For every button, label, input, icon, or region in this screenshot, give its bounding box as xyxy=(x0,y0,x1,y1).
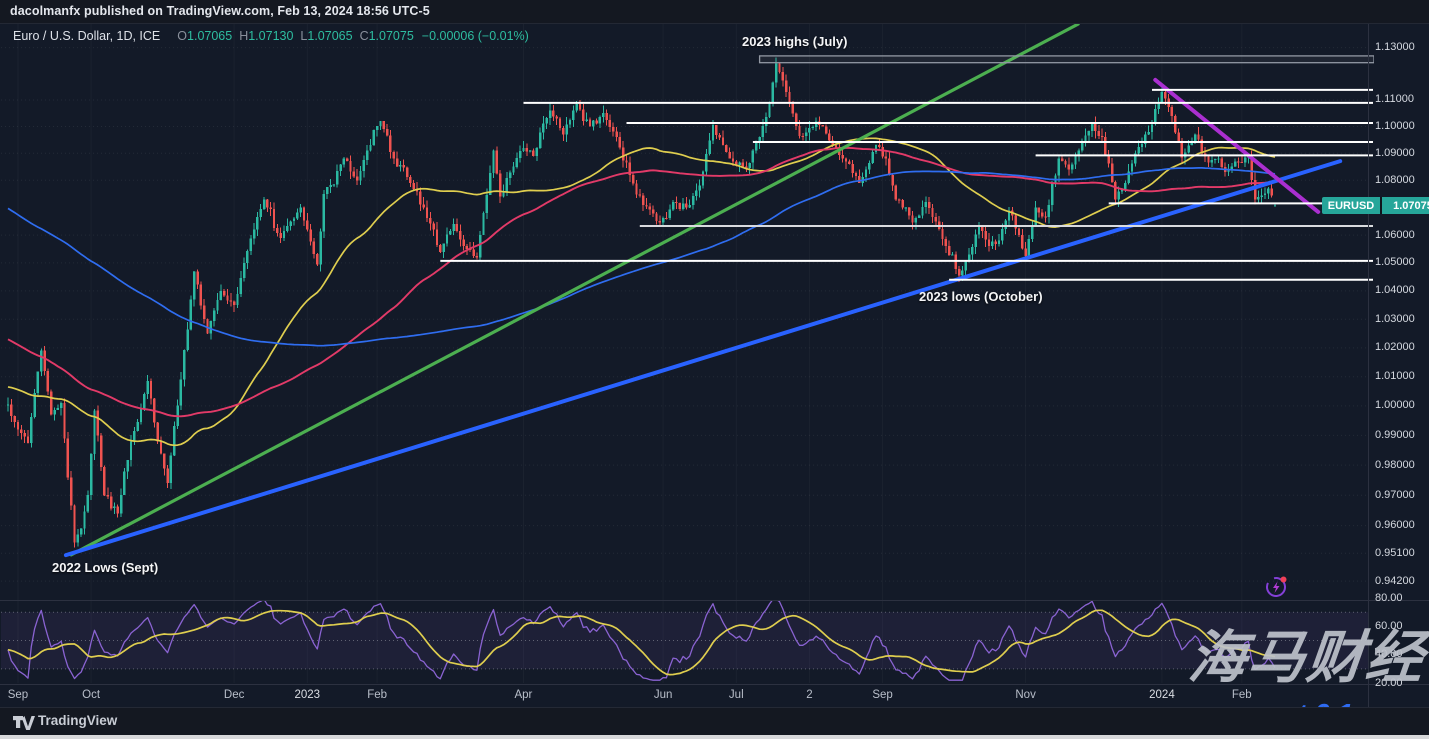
footer-bar: TradingView xyxy=(0,707,1429,736)
publish-header-text: dacolmanfx published on TradingView.com,… xyxy=(10,4,430,18)
tradingview-logo-icon[interactable] xyxy=(13,713,35,733)
tradingview-brand-text[interactable]: TradingView xyxy=(38,713,118,728)
bottom-strip xyxy=(0,735,1429,739)
publish-header-bar: dacolmanfx published on TradingView.com,… xyxy=(0,0,1429,24)
flash-icon[interactable] xyxy=(1262,572,1290,600)
